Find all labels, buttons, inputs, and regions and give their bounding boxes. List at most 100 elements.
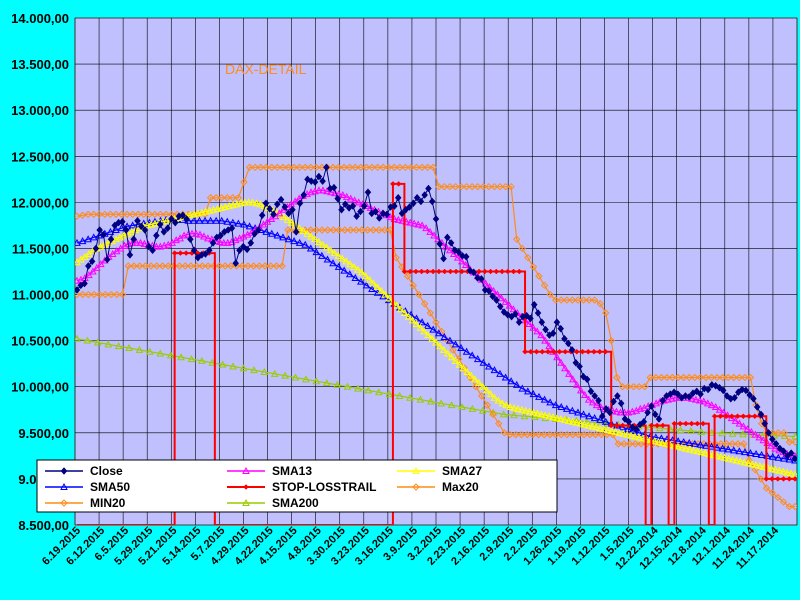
- data-point: [691, 373, 699, 382]
- data-point: [418, 221, 426, 229]
- data-point: [78, 290, 87, 299]
- data-point: [168, 215, 175, 223]
- data-point: [640, 417, 648, 426]
- data-point: [489, 292, 497, 301]
- data-point: [486, 390, 495, 398]
- legend-label: SMA13: [272, 464, 312, 478]
- data-point: [418, 268, 425, 275]
- data-point: [217, 231, 224, 240]
- data-point: [514, 404, 522, 412]
- data-point: [333, 380, 341, 388]
- data-point: [311, 178, 319, 186]
- data-point: [75, 286, 81, 294]
- data-point: [351, 273, 360, 281]
- data-point: [125, 343, 133, 352]
- data-point: [346, 226, 355, 234]
- data-point: [763, 476, 770, 482]
- legend-label: Close: [90, 464, 123, 478]
- data-point: [244, 262, 252, 270]
- data-point: [153, 262, 161, 270]
- data-point: [761, 419, 769, 428]
- data-point: [564, 416, 573, 424]
- data-point: [145, 347, 154, 355]
- data-point: [134, 216, 141, 225]
- data-point: [390, 181, 396, 187]
- data-point: [122, 226, 130, 234]
- data-point: [512, 430, 520, 439]
- data-point: [650, 437, 659, 445]
- data-point: [463, 367, 472, 375]
- data-point: [565, 369, 573, 377]
- data-point: [268, 163, 276, 172]
- data-point: [89, 267, 97, 275]
- data-point: [537, 410, 546, 418]
- legend-item-min20: MIN20: [45, 496, 126, 510]
- data-point: [557, 358, 565, 366]
- data-point: [527, 314, 534, 323]
- data-point: [638, 434, 647, 442]
- data-point: [697, 448, 706, 456]
- data-point: [746, 413, 752, 420]
- legend-item-close: Close: [45, 464, 123, 478]
- data-point: [520, 412, 529, 420]
- data-point: [437, 327, 446, 336]
- data-point: [753, 403, 761, 411]
- legend: Close SMA13 SMA27 SMA50 STOP-LOSSTRAIL Max20 M…: [36, 459, 558, 513]
- data-point: [591, 430, 600, 439]
- data-point: [752, 449, 760, 458]
- data-point: [255, 226, 262, 234]
- data-point: [101, 290, 110, 299]
- data-point: [153, 231, 160, 240]
- data-point: [306, 226, 315, 234]
- data-point: [190, 246, 198, 255]
- data-point: [409, 281, 417, 290]
- data-point: [177, 250, 184, 256]
- data-point: [568, 296, 577, 304]
- data-point: [183, 250, 189, 256]
- data-point: [521, 406, 530, 414]
- data-point: [239, 364, 248, 372]
- data-point: [586, 430, 594, 439]
- data-point: [585, 348, 592, 355]
- data-point: [470, 268, 478, 277]
- data-point: [546, 398, 554, 406]
- data-point: [374, 388, 383, 396]
- data-point: [718, 444, 727, 452]
- data-point: [768, 452, 777, 460]
- data-point: [368, 284, 376, 293]
- data-point: [329, 163, 337, 172]
- data-point: [318, 226, 326, 234]
- data-point: [208, 358, 217, 366]
- data-point: [181, 262, 189, 270]
- data-point: [490, 366, 499, 374]
- data-point: [303, 229, 312, 237]
- data-point: [774, 429, 783, 437]
- data-point: [261, 262, 269, 270]
- data-point: [436, 239, 444, 248]
- data-point: [618, 383, 627, 391]
- data-point: [212, 216, 220, 224]
- data-point: [562, 404, 571, 412]
- data-point: [735, 373, 744, 382]
- data-point: [619, 429, 628, 437]
- data-point: [654, 422, 660, 429]
- data-point: [106, 227, 115, 235]
- data-point: [353, 212, 360, 221]
- data-point: [141, 262, 150, 270]
- data-point: [728, 455, 737, 463]
- data-point: [752, 461, 760, 469]
- data-point: [117, 224, 126, 232]
- data-point: [440, 254, 447, 263]
- data-point: [648, 402, 655, 410]
- data-point: [81, 279, 88, 288]
- data-point: [262, 163, 270, 172]
- data-point: [296, 199, 304, 208]
- data-point: [659, 396, 667, 405]
- data-point: [198, 356, 206, 364]
- data-point: [741, 448, 749, 456]
- data-point: [256, 163, 265, 172]
- data-point: [364, 188, 372, 197]
- data-point: [134, 210, 142, 219]
- data-point: [598, 412, 606, 421]
- data-point: [395, 181, 402, 187]
